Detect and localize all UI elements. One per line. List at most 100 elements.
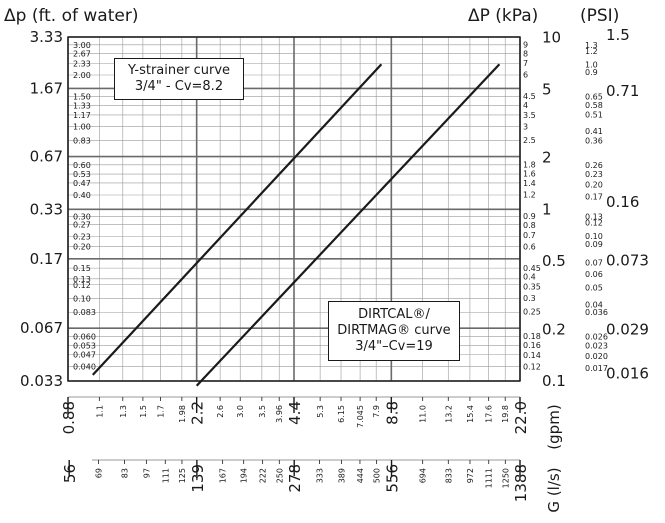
tick-label-gpm-minor: 1.3 (119, 405, 128, 418)
tick-label-gpm-minor: 3.96 (275, 405, 284, 423)
tick-label-psi-major: 0.016 (606, 365, 649, 383)
tick-label-ft-major: 0.067 (20, 319, 63, 337)
tick-label-ft-minor: 0.060 (73, 332, 96, 341)
tick-label-ft-minor: 0.47 (73, 179, 91, 188)
tick-label-kpa-minor: 7 (523, 59, 528, 68)
tick-label-kpa-minor: 1.2 (523, 191, 536, 200)
tick-label-kpa-minor: 4.5 (523, 92, 536, 101)
tick-label-psi-major: 0.71 (606, 82, 639, 100)
tick-label-psi-minor: 1.3 (585, 41, 598, 50)
tick-label-ls-minor: 167 (219, 468, 228, 483)
annotation-line: DIRTCAL®/ (358, 307, 430, 322)
tick-label-ft-minor: 0.20 (73, 243, 91, 252)
tick-label-ls-minor: 111 (161, 468, 170, 483)
tick-label-gpm-minor: 19.8 (501, 405, 510, 423)
tick-label-ls-major: 278 (286, 464, 304, 493)
tick-label-psi-minor: 0.36 (585, 137, 603, 146)
tick-label-psi-minor: 0.13 (585, 212, 603, 221)
tick-label-psi-minor: 0.10 (585, 232, 603, 241)
tick-label-ls-major: 556 (384, 464, 402, 493)
y-axis-title-kpa: ΔP (kPa) (468, 6, 539, 26)
tick-label-psi-minor: 0.05 (585, 284, 603, 293)
tick-label-ls-minor: 1111 (485, 468, 494, 488)
tick-label-kpa-minor: 1.8 (523, 160, 536, 169)
tick-label-gpm-major: 2.2 (189, 401, 207, 425)
tick-label-psi-minor: 1.2 (585, 47, 598, 56)
tick-label-kpa-minor: 2.5 (523, 136, 536, 145)
tick-label-gpm-major: 8.8 (383, 401, 401, 425)
tick-label-ft-major: 0.33 (30, 200, 63, 218)
series-line-y-strainer (91, 63, 383, 376)
tick-label-gpm-minor: 7.9 (372, 405, 381, 418)
tick-label-kpa-minor: 0.25 (523, 308, 541, 317)
tick-label-ft-minor: 0.40 (73, 191, 91, 200)
tick-label-ft-major: 0.17 (30, 250, 63, 268)
tick-label-kpa-minor: 0.18 (523, 332, 541, 341)
tick-label-kpa-minor: 6 (523, 71, 528, 80)
tick-label-gpm-minor: 15.4 (466, 405, 475, 423)
tick-label-gpm-minor: 1.7 (156, 405, 165, 418)
tick-label-kpa-minor: 0.7 (523, 231, 536, 240)
tick-label-psi-major: 0.16 (606, 193, 639, 211)
tick-label-ls-minor: 125 (178, 468, 187, 483)
tick-label-ls-major: 56 (61, 464, 79, 483)
tick-label-kpa-minor: 0.14 (523, 351, 541, 360)
tick-label-kpa-minor: 0.16 (523, 341, 541, 350)
tick-label-kpa-major: 5 (542, 80, 552, 98)
tick-label-ls-minor: 1250 (501, 468, 510, 488)
tick-label-psi-minor: 0.17 (585, 192, 603, 201)
tick-label-kpa-minor: 0.45 (523, 264, 541, 273)
tick-label-gpm-minor: 11.0 (419, 405, 428, 423)
tick-label-ft-minor: 0.23 (73, 232, 91, 241)
tick-label-psi-minor: 0.23 (585, 170, 603, 179)
tick-label-ls-minor: 500 (373, 468, 382, 483)
tick-label-kpa-minor: 3 (523, 122, 528, 131)
tick-label-kpa-minor: 0.3 (523, 294, 536, 303)
tick-label-psi-minor: 0.017 (585, 364, 608, 373)
annotation-line: DIRTMAG® curve (337, 323, 451, 338)
tick-label-gpm-major: 4.4 (286, 401, 304, 425)
tick-label-kpa-minor: 1.4 (523, 179, 536, 188)
tick-label-psi-minor: 0.9 (585, 68, 598, 77)
tick-label-gpm-minor: 5.3 (316, 405, 325, 418)
tick-label-psi-minor: 0.65 (585, 92, 603, 101)
tick-label-kpa-minor: 0.8 (523, 221, 536, 230)
tick-label-ft-minor: 0.13 (73, 275, 91, 284)
tick-label-kpa-minor: 0.12 (523, 362, 541, 371)
tick-label-ls-minor: 333 (316, 468, 325, 483)
tick-label-gpm-minor: 1.1 (95, 405, 104, 418)
tick-label-psi-major: 0.029 (606, 320, 649, 338)
tick-label-gpm-minor: 6.15 (337, 405, 346, 423)
tick-label-gpm-minor: 2.6 (216, 405, 225, 418)
tick-label-ls-minor: 69 (95, 468, 104, 478)
tick-label-ft-minor: 0.83 (73, 137, 91, 146)
tick-label-kpa-minor: 0.4 (523, 273, 536, 282)
tick-label-ft-major: 3.33 (30, 28, 63, 46)
tick-label-ft-minor: 2.00 (73, 71, 91, 80)
tick-label-ft-minor: 2.67 (73, 49, 91, 58)
tick-label-psi-minor: 0.026 (585, 332, 608, 341)
tick-label-psi-major: 0.073 (606, 251, 649, 269)
tick-label-gpm-minor: 1.98 (178, 405, 187, 423)
tick-label-ft-minor: 2.33 (73, 60, 91, 69)
tick-label-kpa-major: 1 (542, 200, 552, 218)
tick-label-psi-minor: 0.04 (585, 300, 603, 309)
x-axis-title-ls: G (l/s) (545, 467, 563, 512)
tick-label-gpm-major: 0.88 (60, 401, 78, 434)
tick-label-ls-major: 1388 (512, 464, 530, 502)
tick-label-kpa-major: 10 (542, 29, 561, 47)
tick-label-psi-major: 1.5 (606, 26, 630, 44)
tick-label-kpa-major: 0.5 (542, 252, 566, 270)
tick-label-psi-minor: 0.58 (585, 101, 603, 110)
tick-label-ls-minor: 83 (120, 468, 129, 478)
tick-label-psi-minor: 1.0 (585, 60, 598, 69)
tick-label-gpm-minor: 3.0 (236, 405, 245, 418)
tick-label-ft-minor: 0.12 (73, 281, 91, 290)
tick-label-ft-minor: 0.27 (73, 220, 91, 229)
tick-label-kpa-minor: 1.6 (523, 169, 536, 178)
x-axis-title-gpm: (gpm) (545, 404, 563, 449)
tick-label-psi-minor: 0.07 (585, 259, 603, 268)
annotation-line: Y-strainer curve (127, 63, 231, 78)
tick-label-kpa-minor: 8 (523, 49, 528, 58)
tick-label-gpm-minor: 13.2 (444, 405, 453, 423)
